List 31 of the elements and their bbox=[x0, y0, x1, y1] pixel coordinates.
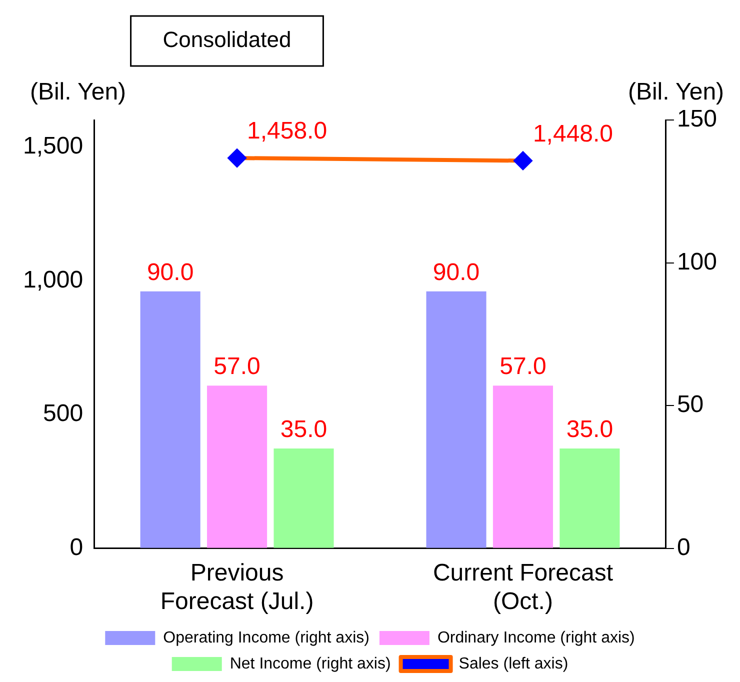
data-label: 35.0 bbox=[280, 416, 328, 444]
y-tick-label: 1,500 bbox=[22, 132, 84, 160]
y2-tick-label: 100 bbox=[676, 248, 718, 276]
y-axis-title: (Bil. Yen) bbox=[30, 78, 126, 106]
bar bbox=[426, 291, 486, 548]
data-label: 35.0 bbox=[566, 416, 614, 444]
y2-tick-label: 0 bbox=[676, 534, 690, 562]
y-tick-label: 500 bbox=[43, 400, 84, 428]
data-label: 90.0 bbox=[432, 258, 480, 286]
legend-label: Ordinary Income (right axis) bbox=[437, 629, 635, 646]
legend-label: Operating Income (right axis) bbox=[163, 629, 370, 646]
chart-title: Consolidated bbox=[162, 27, 292, 52]
data-label: 57.0 bbox=[214, 353, 260, 380]
bar bbox=[274, 448, 334, 548]
data-label: 1,448.0 bbox=[532, 120, 614, 148]
bar bbox=[492, 386, 554, 548]
data-label: 57.0 bbox=[500, 353, 546, 380]
data-label: 1,458.0 bbox=[246, 118, 328, 145]
y-tick-label: 1,000 bbox=[22, 266, 84, 294]
data-label: 90.0 bbox=[146, 258, 194, 286]
x-tick-label: Previous Forecast (Jul.) bbox=[160, 559, 314, 616]
bar bbox=[207, 386, 268, 548]
bar bbox=[140, 291, 200, 548]
x-tick-label: Current Forecast (Oct.) bbox=[432, 559, 614, 616]
legend-label: Net Income (right axis) bbox=[230, 655, 391, 672]
y-tick-label: 0 bbox=[70, 534, 84, 562]
bar bbox=[560, 448, 620, 548]
y2-tick-label: 50 bbox=[676, 391, 704, 418]
legend-label: Sales (left axis) bbox=[458, 655, 568, 672]
y2-tick-label: 150 bbox=[676, 106, 718, 133]
y2-axis-title: (Bil. Yen) bbox=[628, 78, 724, 106]
